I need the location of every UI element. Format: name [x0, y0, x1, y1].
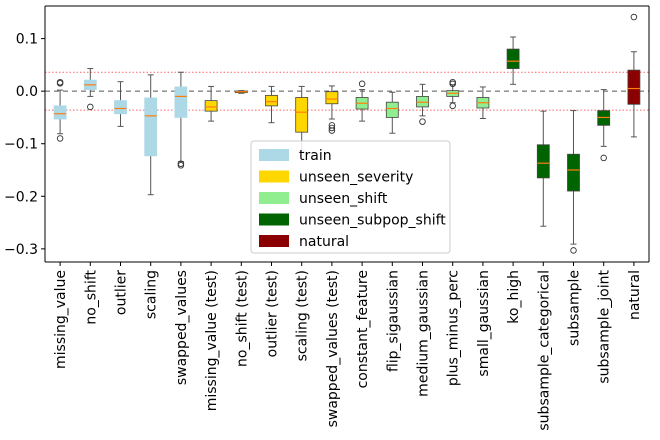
outlier-point — [87, 103, 94, 111]
outlier-point — [328, 124, 336, 132]
legend-swatch-natural — [259, 235, 289, 247]
legend-swatch-unseen-shift — [259, 192, 289, 204]
box-subsample — [567, 153, 580, 192]
x-tick-label: constant_feature — [355, 270, 371, 388]
y-tick-label: −0.3 — [4, 242, 38, 258]
outlier-point — [177, 162, 185, 169]
outlier-point — [600, 154, 607, 162]
box-natural — [627, 69, 641, 105]
x-tick-label: outlier — [114, 270, 130, 315]
legend-swatch-unseen-severity — [259, 170, 289, 183]
legend-label: natural — [299, 234, 349, 250]
x-tick-label: flip_sigaussian — [385, 270, 401, 372]
x-tick-label: subsample — [567, 270, 583, 346]
legend-box — [250, 140, 451, 254]
x-tick-label: swapped_values — [174, 270, 190, 385]
x-tick-label: missing_value (test) — [204, 270, 220, 411]
legend-label: unseen_shift — [299, 191, 388, 207]
box-flip-sigaussian — [385, 101, 399, 118]
x-tick-label: subsample_categorical — [536, 270, 552, 431]
x-tick-label: ko_high — [506, 270, 522, 324]
outlier-point — [570, 247, 577, 254]
x-tick-label: natural — [627, 270, 643, 320]
x-tick-label: missing_value — [53, 270, 69, 369]
outlier-point — [328, 127, 336, 134]
box-missing-value-test — [204, 100, 218, 112]
legend-swatch-unseen-subpop-shift — [259, 213, 289, 226]
x-tick-label: scaling (test) — [295, 270, 311, 361]
legend-label: train — [299, 148, 332, 164]
x-tick-label: no_shift — [83, 269, 99, 324]
outlier-point — [56, 135, 64, 142]
box-missing-value — [53, 105, 67, 120]
outlier-point — [358, 80, 366, 88]
x-tick-label: small_gaussian — [476, 270, 492, 377]
x-tick-label: plus_minus_perc — [446, 270, 462, 386]
y-tick-label: 0.1 — [16, 32, 38, 48]
outlier-point — [630, 13, 638, 21]
y-tick-label: 0.0 — [16, 84, 38, 100]
outlier-point — [449, 102, 456, 110]
legend-label: unseen_subpop_shift — [299, 213, 446, 229]
box-outlier-test — [265, 94, 278, 107]
box-subsample-categorical — [536, 144, 550, 179]
x-tick-label: subsample_joint — [597, 270, 613, 384]
legend-label: unseen_severity — [299, 170, 413, 186]
outlier-point — [419, 118, 426, 125]
x-tick-label: swapped_values (test) — [325, 270, 341, 427]
y-tick-label: −0.2 — [4, 189, 38, 205]
box-outlier — [114, 100, 127, 115]
x-tick-label: scaling — [144, 270, 160, 319]
y-tick-label: −0.1 — [4, 137, 38, 153]
x-tick-label: outlier (test) — [265, 270, 281, 357]
box-ko-high — [506, 48, 520, 69]
box-scaling — [144, 97, 158, 157]
x-tick-label: no_shift (test) — [234, 270, 250, 367]
outlier-point — [449, 78, 456, 86]
x-tick-label: medium_gaussian — [416, 270, 432, 397]
box-scaling-test — [295, 97, 309, 133]
box-swapped-values-test — [325, 91, 339, 105]
outlier-point — [56, 78, 64, 86]
legend-swatch-train — [259, 149, 289, 161]
box-swapped-values — [174, 86, 188, 118]
